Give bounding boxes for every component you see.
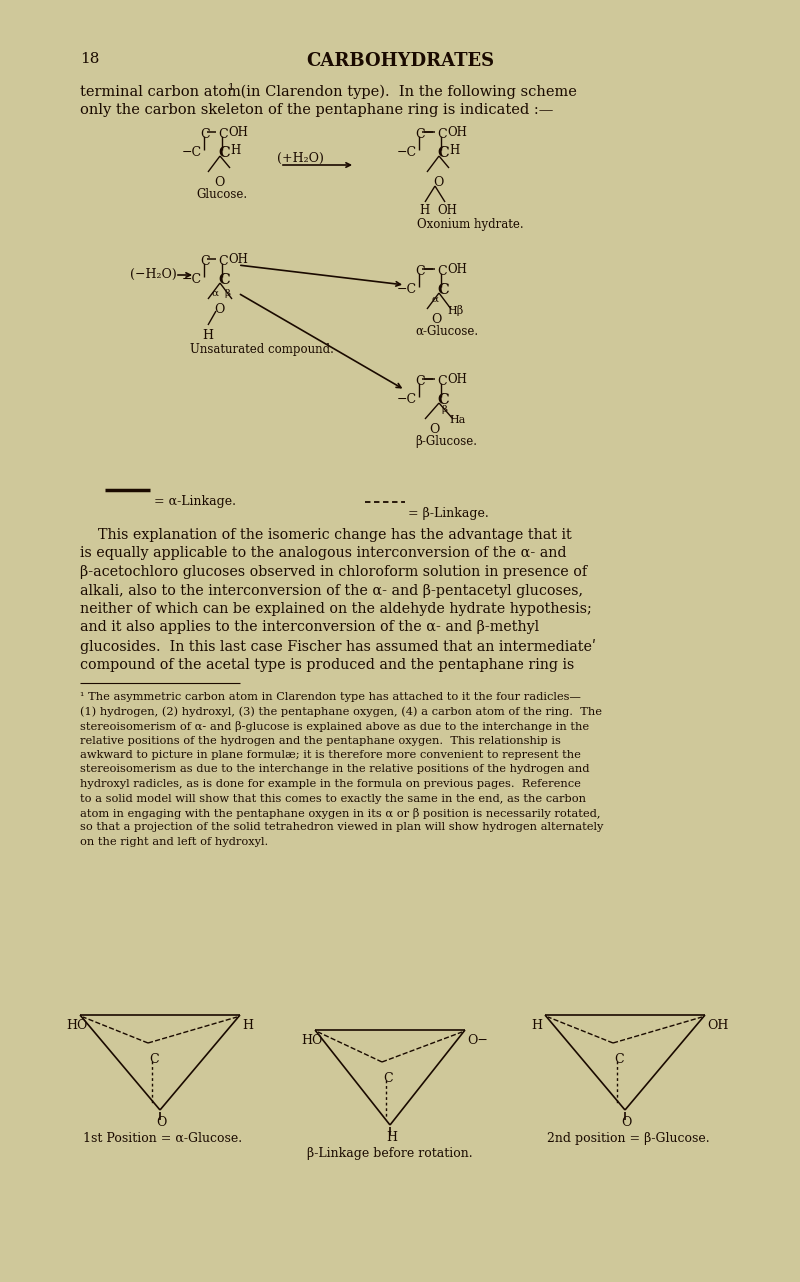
Text: stereoisomerism as due to the interchange in the relative positions of the hydro: stereoisomerism as due to the interchang… bbox=[80, 764, 590, 774]
Text: H: H bbox=[419, 204, 430, 217]
Text: OH: OH bbox=[707, 1019, 728, 1032]
Text: HO: HO bbox=[66, 1019, 87, 1032]
Text: Unsaturated compound.: Unsaturated compound. bbox=[190, 344, 334, 356]
Text: α-Glucose.: α-Glucose. bbox=[415, 326, 478, 338]
Text: C: C bbox=[200, 128, 210, 141]
Text: C: C bbox=[437, 376, 446, 388]
Text: stereoisomerism of α- and β-glucose is explained above as due to the interchange: stereoisomerism of α- and β-glucose is e… bbox=[80, 720, 589, 732]
Text: OH: OH bbox=[447, 126, 467, 138]
Text: H: H bbox=[242, 1019, 253, 1032]
Text: atom in engaging with the pentaphane oxygen in its α or β position is necessaril: atom in engaging with the pentaphane oxy… bbox=[80, 808, 601, 819]
Text: C: C bbox=[149, 1053, 158, 1067]
Text: neither of which can be explained on the aldehyde hydrate hypothesis;: neither of which can be explained on the… bbox=[80, 603, 592, 615]
Text: C: C bbox=[437, 128, 446, 141]
Text: β: β bbox=[224, 288, 230, 297]
Text: H: H bbox=[230, 144, 240, 156]
Text: HO: HO bbox=[301, 1035, 322, 1047]
Text: OH: OH bbox=[437, 204, 457, 217]
Text: This explanation of the isomeric change has the advantage that it: This explanation of the isomeric change … bbox=[80, 528, 572, 542]
Text: (in Clarendon type).  In the following scheme: (in Clarendon type). In the following sc… bbox=[236, 85, 577, 100]
Text: −C: −C bbox=[397, 394, 417, 406]
Text: terminal carbon atom: terminal carbon atom bbox=[80, 85, 241, 99]
Text: so that a projection of the solid tetrahedron viewed in plan will show hydrogen : so that a projection of the solid tetrah… bbox=[80, 823, 603, 832]
Text: awkward to picture in plane formulæ; it is therefore more convenient to represen: awkward to picture in plane formulæ; it … bbox=[80, 750, 581, 760]
Text: C: C bbox=[200, 255, 210, 268]
Text: H: H bbox=[386, 1131, 397, 1144]
Text: O: O bbox=[214, 176, 224, 188]
Text: OH: OH bbox=[447, 373, 467, 386]
Text: β: β bbox=[441, 405, 447, 414]
Text: on the right and left of hydroxyl.: on the right and left of hydroxyl. bbox=[80, 837, 268, 847]
Text: O−: O− bbox=[467, 1035, 488, 1047]
Text: −C: −C bbox=[182, 273, 202, 286]
Text: and it also applies to the interconversion of the α- and β-methyl: and it also applies to the interconversi… bbox=[80, 620, 539, 635]
Text: O: O bbox=[433, 176, 443, 188]
Text: C: C bbox=[218, 146, 230, 160]
Text: hydroxyl radicles, as is done for example in the formula on previous pages.  Ref: hydroxyl radicles, as is done for exampl… bbox=[80, 779, 581, 788]
Text: C: C bbox=[383, 1072, 393, 1085]
Text: OH: OH bbox=[447, 263, 467, 276]
Text: OH: OH bbox=[228, 253, 248, 265]
Text: glucosides.  In this last case Fischer has assumed that an intermediateʹ: glucosides. In this last case Fischer ha… bbox=[80, 638, 596, 654]
Text: C: C bbox=[218, 255, 228, 268]
Text: only the carbon skeleton of the pentaphane ring is indicated :—: only the carbon skeleton of the pentapha… bbox=[80, 103, 554, 117]
Text: H: H bbox=[449, 144, 459, 156]
Text: O: O bbox=[621, 1117, 631, 1129]
Text: Hβ: Hβ bbox=[447, 305, 463, 315]
Text: C: C bbox=[437, 394, 449, 406]
Text: C: C bbox=[218, 273, 230, 287]
Text: C: C bbox=[437, 146, 449, 160]
Text: compound of the acetal type is produced and the pentaphane ring is: compound of the acetal type is produced … bbox=[80, 658, 574, 672]
Text: C: C bbox=[614, 1053, 624, 1067]
Text: O: O bbox=[431, 313, 442, 326]
Text: 1: 1 bbox=[228, 83, 234, 92]
Text: is equally applicable to the analogous interconversion of the α- and: is equally applicable to the analogous i… bbox=[80, 546, 566, 560]
Text: alkali, also to the interconversion of the α- and β-pentacetyl glucoses,: alkali, also to the interconversion of t… bbox=[80, 583, 583, 597]
Text: β-Glucose.: β-Glucose. bbox=[415, 435, 477, 447]
Text: (+H₂O): (+H₂O) bbox=[277, 153, 323, 165]
Text: O: O bbox=[214, 303, 224, 315]
Text: 18: 18 bbox=[80, 53, 99, 65]
Text: ¹ The asymmetric carbon atom in Clarendon type has attached to it the four radic: ¹ The asymmetric carbon atom in Clarendo… bbox=[80, 692, 581, 703]
Text: C: C bbox=[437, 265, 446, 278]
Text: Oxonium hydrate.: Oxonium hydrate. bbox=[417, 218, 524, 231]
Text: −C: −C bbox=[397, 146, 417, 159]
Text: H: H bbox=[202, 329, 213, 342]
Text: α: α bbox=[212, 288, 219, 297]
Text: OH: OH bbox=[228, 126, 248, 138]
Text: O: O bbox=[156, 1117, 166, 1129]
Text: to a solid model will show that this comes to exactly the same in the end, as th: to a solid model will show that this com… bbox=[80, 794, 586, 804]
Text: relative positions of the hydrogen and the pentaphane oxygen.  This relationship: relative positions of the hydrogen and t… bbox=[80, 736, 561, 746]
Text: 2nd position = β-Glucose.: 2nd position = β-Glucose. bbox=[546, 1132, 710, 1145]
Text: 1st Position = α-Glucose.: 1st Position = α-Glucose. bbox=[83, 1132, 242, 1145]
Text: C: C bbox=[415, 128, 425, 141]
Text: (1) hydrogen, (2) hydroxyl, (3) the pentaphane oxygen, (4) a carbon atom of the : (1) hydrogen, (2) hydroxyl, (3) the pent… bbox=[80, 706, 602, 717]
Text: (−H₂O): (−H₂O) bbox=[130, 268, 177, 281]
Text: C: C bbox=[415, 376, 425, 388]
Text: C: C bbox=[415, 265, 425, 278]
Text: −C: −C bbox=[397, 283, 417, 296]
Text: β-acetochloro glucoses observed in chloroform solution in presence of: β-acetochloro glucoses observed in chlor… bbox=[80, 565, 587, 579]
Text: Ha: Ha bbox=[449, 415, 466, 426]
Text: α: α bbox=[431, 295, 438, 304]
Text: C: C bbox=[437, 283, 449, 297]
Text: Glucose.: Glucose. bbox=[196, 188, 247, 201]
Text: O: O bbox=[429, 423, 439, 436]
Text: H: H bbox=[531, 1019, 542, 1032]
Text: = α-Linkage.: = α-Linkage. bbox=[154, 495, 236, 508]
Text: = β-Linkage.: = β-Linkage. bbox=[408, 506, 489, 520]
Text: β-Linkage before rotation.: β-Linkage before rotation. bbox=[307, 1147, 473, 1160]
Text: CARBOHYDRATES: CARBOHYDRATES bbox=[306, 53, 494, 71]
Text: C: C bbox=[218, 128, 228, 141]
Text: −C: −C bbox=[182, 146, 202, 159]
